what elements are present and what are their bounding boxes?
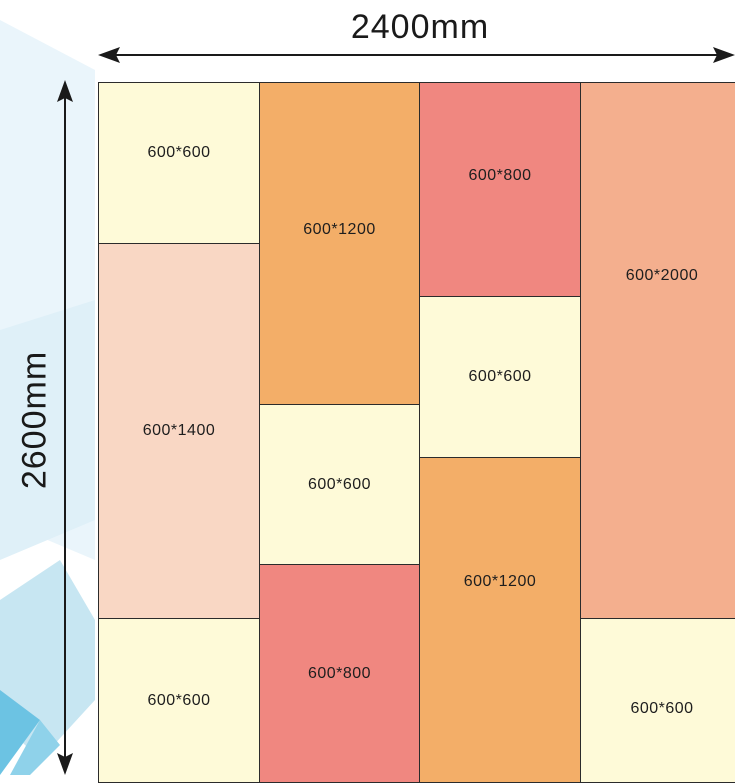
tile-size-label: 600*600 [147,691,211,709]
tile-panel: 600*1400 [98,243,260,619]
tile-size-label: 600*800 [307,664,372,682]
tile-size-label: 600*2000 [625,266,699,284]
tile-panel: 600*600 [259,404,420,565]
tile-panel: 600*2000 [580,82,735,619]
tile-panel: 600*600 [419,296,581,458]
panel-layout: 600*600 600*1400 600*600 600*1200 600*600 600… [98,82,735,783]
tile-size-label: 600*600 [468,368,532,385]
width-arrow-right [713,47,735,63]
tile-size-label: 600*600 [630,699,694,717]
tile-panel: 600*600 [98,82,260,244]
width-arrow-left [98,47,120,63]
tile-size-label: 600*600 [147,144,211,161]
tile-panel: 600*600 [98,618,260,783]
tile-panel: 600*800 [419,82,581,297]
tile-size-label: 600*800 [468,166,532,184]
height-arrow-bottom [57,753,73,775]
tile-panel: 600*800 [259,564,420,783]
tile-panel: 600*1200 [259,82,420,405]
width-dimension-label: 2400mm [350,8,490,46]
tile-panel: 600*600 [580,618,735,783]
height-dimension-label: 2600mm [15,350,54,490]
height-arrow-top [57,80,73,102]
tile-size-label: 600*1200 [463,573,537,590]
tile-size-label: 600*1400 [142,422,216,439]
tile-size-label: 600*1200 [303,220,376,238]
tile-panel: 600*1200 [419,457,581,783]
tile-size-label: 600*600 [307,475,372,493]
